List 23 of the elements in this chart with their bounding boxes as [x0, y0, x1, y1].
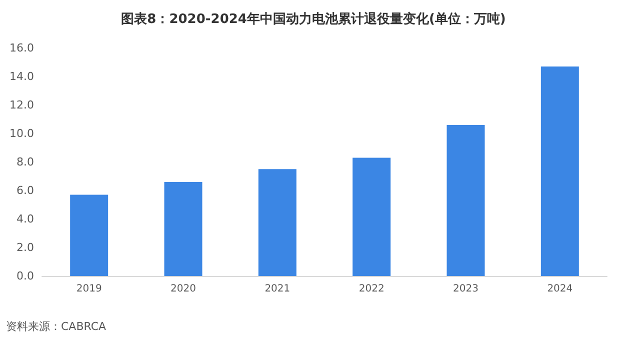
bar [70, 194, 108, 276]
y-tick-label: 14.0 [10, 70, 34, 83]
x-tick-label: 2019 [76, 284, 102, 294]
bar [352, 158, 391, 276]
y-tick-label: 0.0 [16, 270, 34, 282]
x-tick-label: 2020 [170, 284, 196, 294]
text: 资料来源：CABRCA [6, 320, 107, 333]
bar [540, 66, 579, 276]
y-tick-label: 8.0 [16, 156, 34, 168]
y-tick-label: 10.0 [10, 127, 34, 140]
y-tick-label: 16.0 [10, 42, 34, 54]
y-tick-label: 12.0 [10, 98, 34, 112]
y-tick-label: 6.0 [16, 184, 34, 197]
bar [164, 182, 202, 276]
x-tick-label: 2022 [358, 284, 384, 294]
x-tick-label: 2023 [453, 284, 478, 294]
x-tick-label: 2024 [547, 284, 573, 294]
y-tick-label: 2.0 [16, 241, 34, 254]
chart-title: 图表8：2020-2024年中国动力电池累计退役量变化(单位：万吨) [121, 11, 506, 27]
bar [258, 169, 296, 276]
x-tick-label: 2021 [264, 284, 290, 294]
y-tick-label: 4.0 [16, 212, 34, 226]
bar [446, 124, 485, 276]
